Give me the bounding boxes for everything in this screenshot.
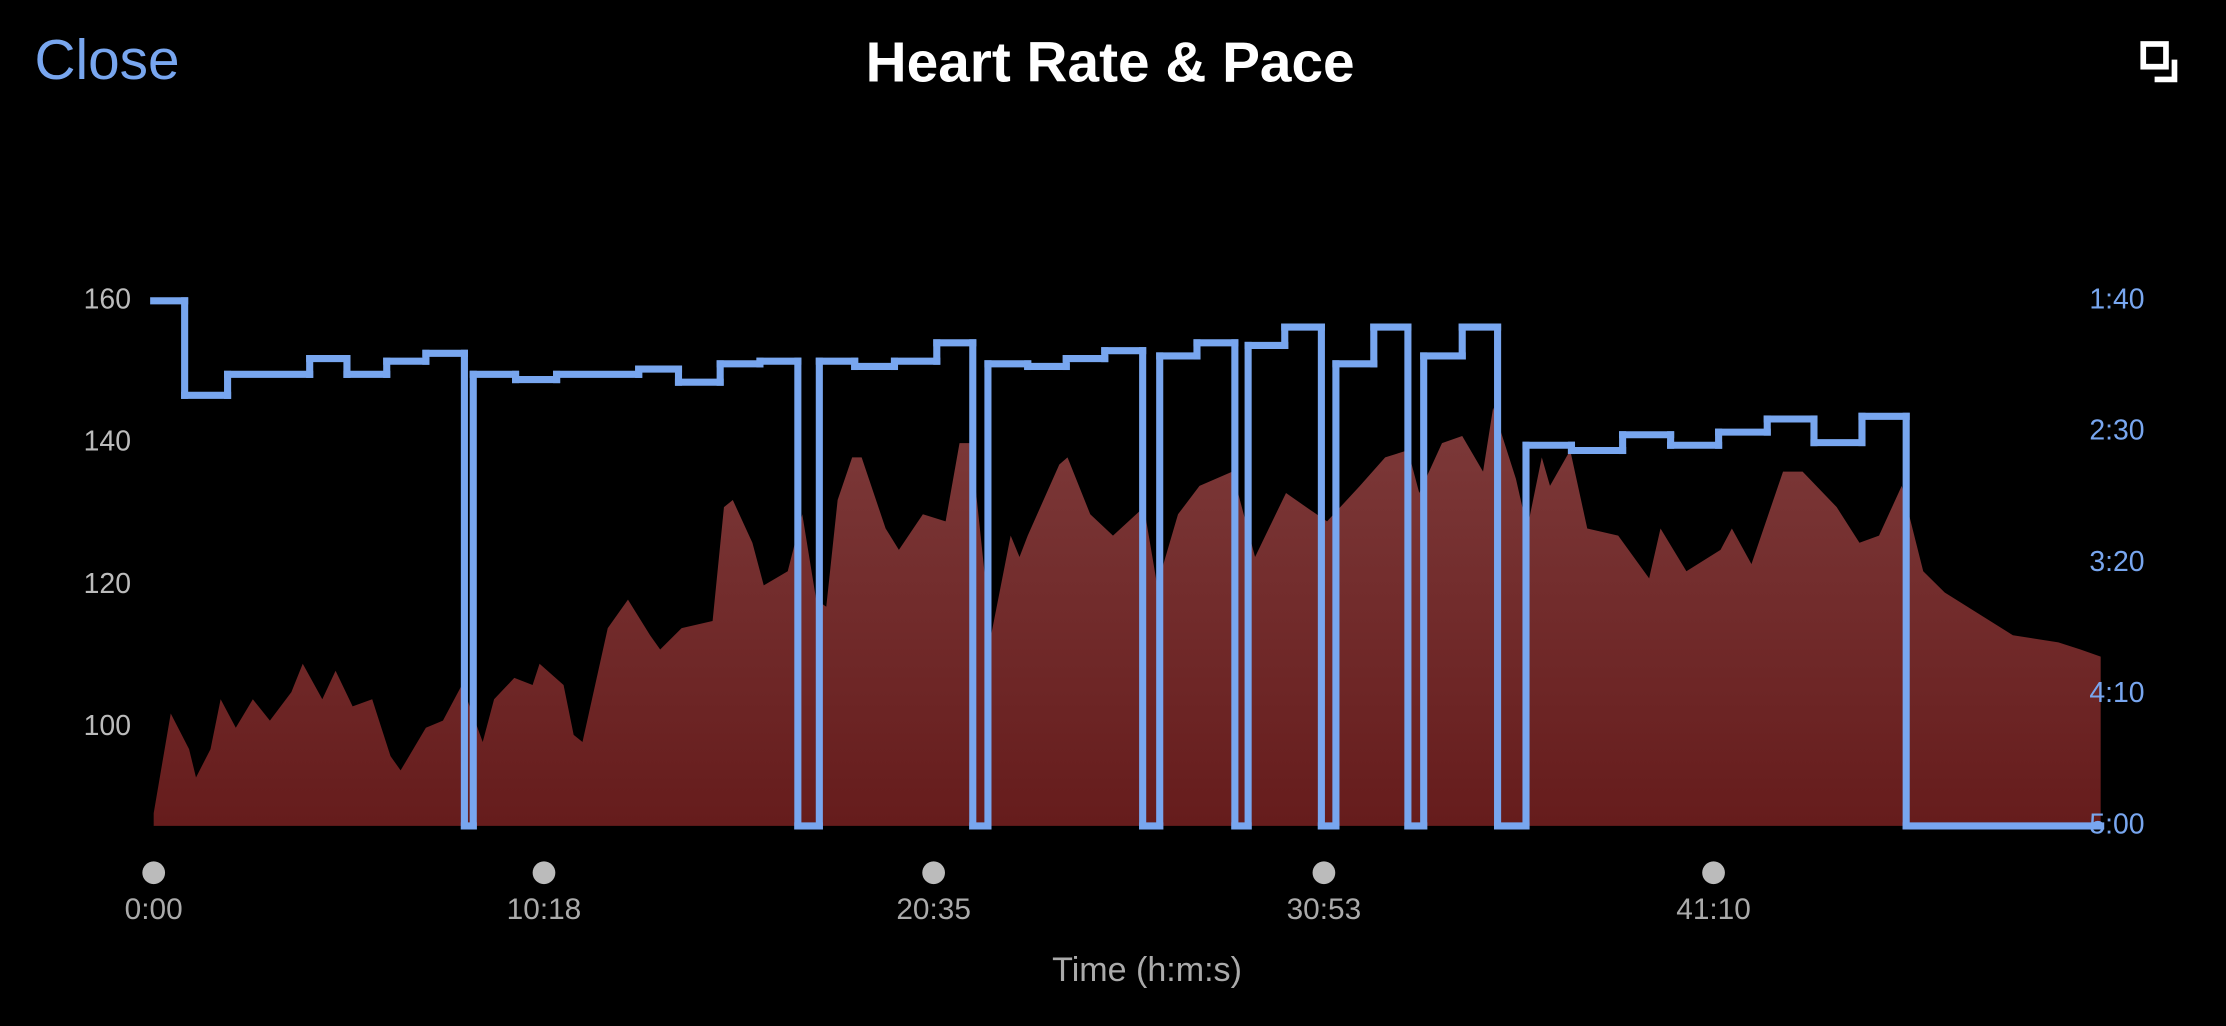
x-tick-label: 10:18 bbox=[507, 893, 582, 926]
heart-rate-area bbox=[153, 407, 2101, 826]
x-tick-label: 20:35 bbox=[896, 893, 971, 926]
y2-tick-label: 2:30 bbox=[2089, 415, 2144, 447]
y-tick-label: 160 bbox=[84, 283, 131, 315]
x-tick-label: 30:53 bbox=[1287, 893, 1362, 926]
expand-icon[interactable] bbox=[2140, 41, 2178, 83]
y-tick-label: 120 bbox=[84, 568, 131, 600]
x-tick-dot bbox=[922, 861, 945, 885]
x-tick-dot bbox=[1702, 861, 1725, 885]
title: Heart Rate & Pace bbox=[866, 32, 1355, 95]
y2-tick-label: 4:10 bbox=[2089, 677, 2144, 709]
plot: 100 120 140 160 1:40 2:30 3:20 4:10 5:00 0:00 10:1… bbox=[84, 283, 2145, 926]
x-tick-label: 0:00 bbox=[125, 893, 183, 926]
y2-tick-label: 1:40 bbox=[2089, 283, 2144, 315]
y2-tick-label: 3:20 bbox=[2089, 546, 2144, 578]
y-tick-label: 140 bbox=[84, 426, 131, 458]
x-tick-dot bbox=[532, 861, 556, 885]
y2-tick-label: 5:00 bbox=[2089, 808, 2144, 840]
y-tick-label: 100 bbox=[84, 710, 131, 742]
x-axis-title: Time (h:m:s) bbox=[1052, 951, 1242, 989]
x-tick-dot bbox=[142, 861, 166, 885]
x-tick-label: 41:10 bbox=[1676, 893, 1751, 926]
x-tick-dot bbox=[1312, 861, 1336, 885]
close-button[interactable]: Close bbox=[34, 29, 179, 92]
